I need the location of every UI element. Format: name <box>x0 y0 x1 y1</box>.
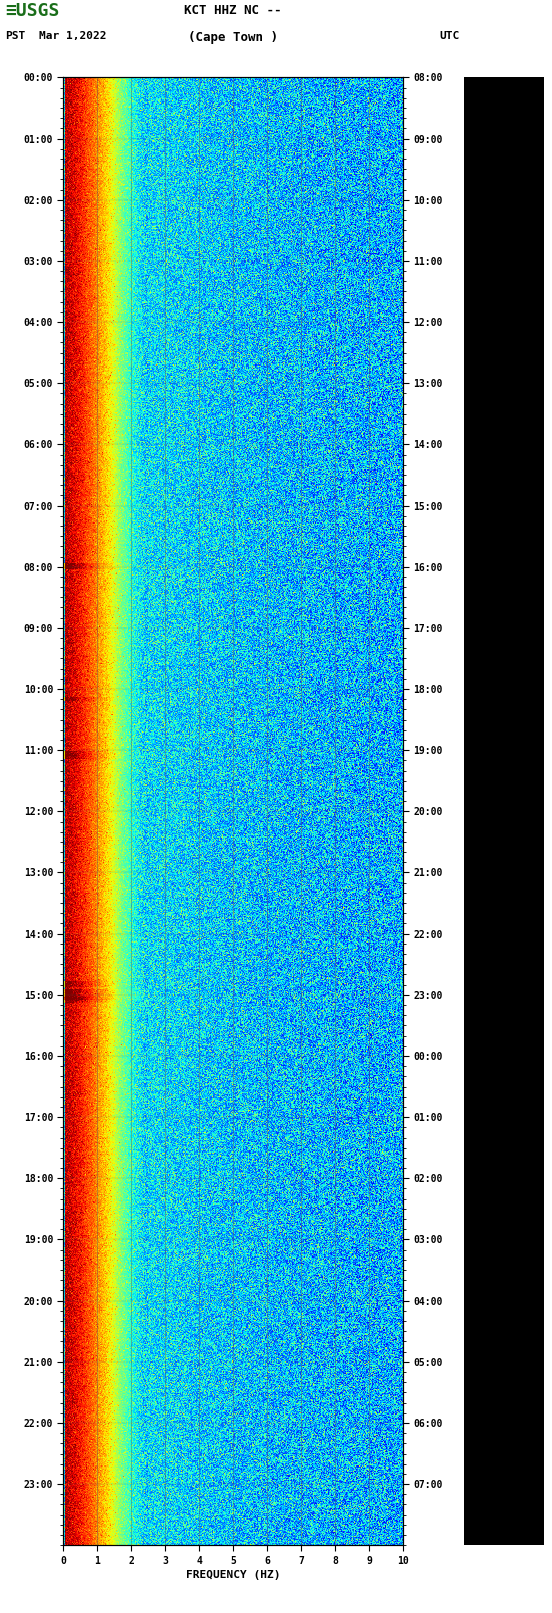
Text: UTC: UTC <box>440 31 460 40</box>
Text: PST: PST <box>6 31 26 40</box>
X-axis label: FREQUENCY (HZ): FREQUENCY (HZ) <box>186 1569 280 1579</box>
Text: (Cape Town ): (Cape Town ) <box>188 31 278 44</box>
Text: Mar 1,2022: Mar 1,2022 <box>39 31 106 40</box>
Text: KCT HHZ NC --: KCT HHZ NC -- <box>184 5 282 18</box>
Text: ≡USGS: ≡USGS <box>6 3 60 21</box>
